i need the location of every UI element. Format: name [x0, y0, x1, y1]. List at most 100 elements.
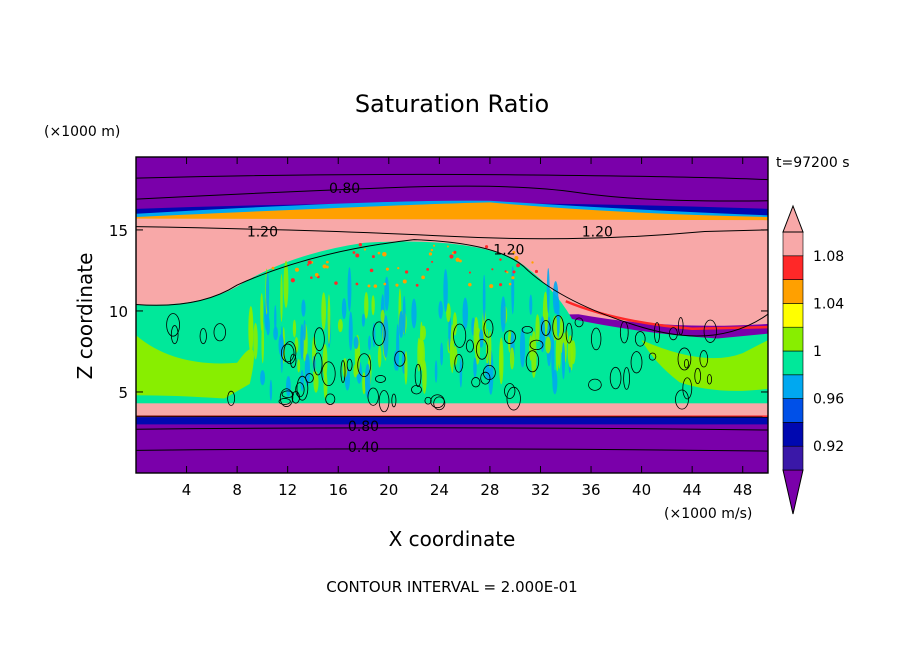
field-speck — [290, 278, 295, 283]
field-plume-streak — [438, 300, 443, 319]
contour-cell — [321, 361, 336, 387]
contour-cell — [619, 321, 629, 344]
colorbar-segment — [782, 374, 804, 399]
field-plume-streak — [552, 281, 559, 314]
x-tick-label: 8 — [232, 481, 242, 499]
field-speck — [355, 282, 359, 286]
field-speck — [322, 264, 327, 269]
contour-cell — [590, 327, 602, 351]
contour-cell — [683, 358, 689, 369]
colorbar-tick-label: 1.08 — [813, 249, 844, 265]
contour-cell — [375, 375, 386, 383]
contour-cell — [609, 366, 622, 390]
field-plume-streak — [478, 329, 484, 348]
field-speck — [484, 245, 489, 249]
colorbar-segment — [782, 326, 804, 352]
field-speck — [499, 258, 502, 261]
field-core-edge-left — [136, 335, 254, 399]
field-lower-pink-strip — [136, 403, 768, 416]
contour-cell — [588, 378, 602, 391]
field-plume-streak — [559, 316, 564, 353]
field-plume-streak — [361, 313, 365, 327]
contour-cell — [424, 396, 432, 405]
field-plume-streak — [274, 305, 277, 334]
field-plume-streak — [249, 307, 254, 357]
contour-label: 0.80 — [329, 181, 360, 197]
field-speck — [516, 263, 520, 268]
field-speck — [455, 257, 460, 262]
contour-cell — [630, 351, 643, 374]
colorbar-segment — [782, 445, 804, 471]
field-plume-streak — [474, 332, 481, 365]
field-plume-streak — [402, 295, 406, 336]
field-speck — [371, 255, 375, 259]
field-plume-streak — [294, 337, 299, 353]
contour-cell — [346, 358, 353, 372]
contour-cell — [682, 377, 693, 400]
contour-cell — [703, 319, 717, 343]
field-speck — [358, 243, 363, 247]
contour-cell — [699, 350, 709, 368]
contour-line — [136, 173, 768, 181]
field-speck — [468, 271, 471, 274]
field-plume-streak — [567, 335, 573, 368]
field-plume-streak — [292, 319, 297, 338]
field-plume-streak — [482, 274, 486, 322]
field-plume-streak — [446, 303, 451, 323]
contour-cell — [483, 319, 494, 338]
field-plume-streak — [353, 363, 358, 378]
x-tick-label: 48 — [733, 481, 752, 499]
contour-cell — [480, 371, 491, 385]
field-plume-streak — [266, 271, 270, 312]
contour-label: 1.20 — [247, 225, 278, 241]
field-plume-streak — [531, 330, 537, 379]
field-plume-streak — [546, 267, 550, 314]
field-plume-streak — [420, 325, 426, 341]
field-speck — [307, 260, 312, 265]
colorbar-segment — [782, 398, 804, 423]
colorbar-tick-label: 1.04 — [813, 296, 844, 312]
contour-cell — [623, 367, 630, 390]
chart-title: Saturation Ratio — [355, 90, 549, 118]
colorbar-low-cap — [782, 469, 804, 515]
colorbar: 0.92 0.96 1 1.04 1.08 — [782, 204, 844, 515]
field-speck — [499, 283, 503, 287]
contour-cell — [199, 328, 207, 345]
field-plume-streak — [327, 294, 331, 345]
field-plume-streak — [304, 353, 310, 387]
colorbar-segment — [782, 279, 804, 304]
contour-cell — [281, 390, 294, 399]
field-plume-streak — [473, 357, 477, 378]
contour-line — [136, 239, 768, 337]
contour-cell — [668, 327, 678, 341]
field-speck — [534, 269, 539, 274]
x-axis-label: X coordinate — [389, 527, 516, 551]
field-plume-streak — [539, 316, 546, 353]
contour-label: 1.20 — [493, 242, 524, 258]
field-plume-streak — [434, 360, 438, 383]
field-plume-streak — [551, 335, 555, 381]
field-speck — [430, 248, 434, 252]
contour-cell — [313, 327, 325, 352]
field-plume-streak — [323, 371, 328, 400]
field-speck — [458, 259, 462, 263]
field-plume-streak — [303, 319, 306, 341]
field-plume-streak — [419, 339, 425, 371]
contour-cell — [433, 396, 446, 411]
colorbar-segment — [782, 231, 804, 257]
contour-label: 0.80 — [348, 419, 379, 435]
colorbar-tick-label: 0.92 — [813, 439, 844, 455]
field-plume-streak — [280, 273, 283, 323]
field-plume-streak — [341, 298, 347, 320]
field-plume-streak — [499, 341, 503, 377]
contour-cell — [677, 347, 692, 371]
field-plume-streak — [337, 319, 343, 333]
field-plume-streak — [269, 379, 273, 401]
field-speck — [395, 283, 399, 287]
field-plume-streak — [321, 292, 326, 331]
contour-cell — [340, 360, 346, 383]
field-speck — [397, 267, 400, 270]
contour-line — [136, 427, 768, 431]
colorbar-segment — [782, 255, 804, 280]
